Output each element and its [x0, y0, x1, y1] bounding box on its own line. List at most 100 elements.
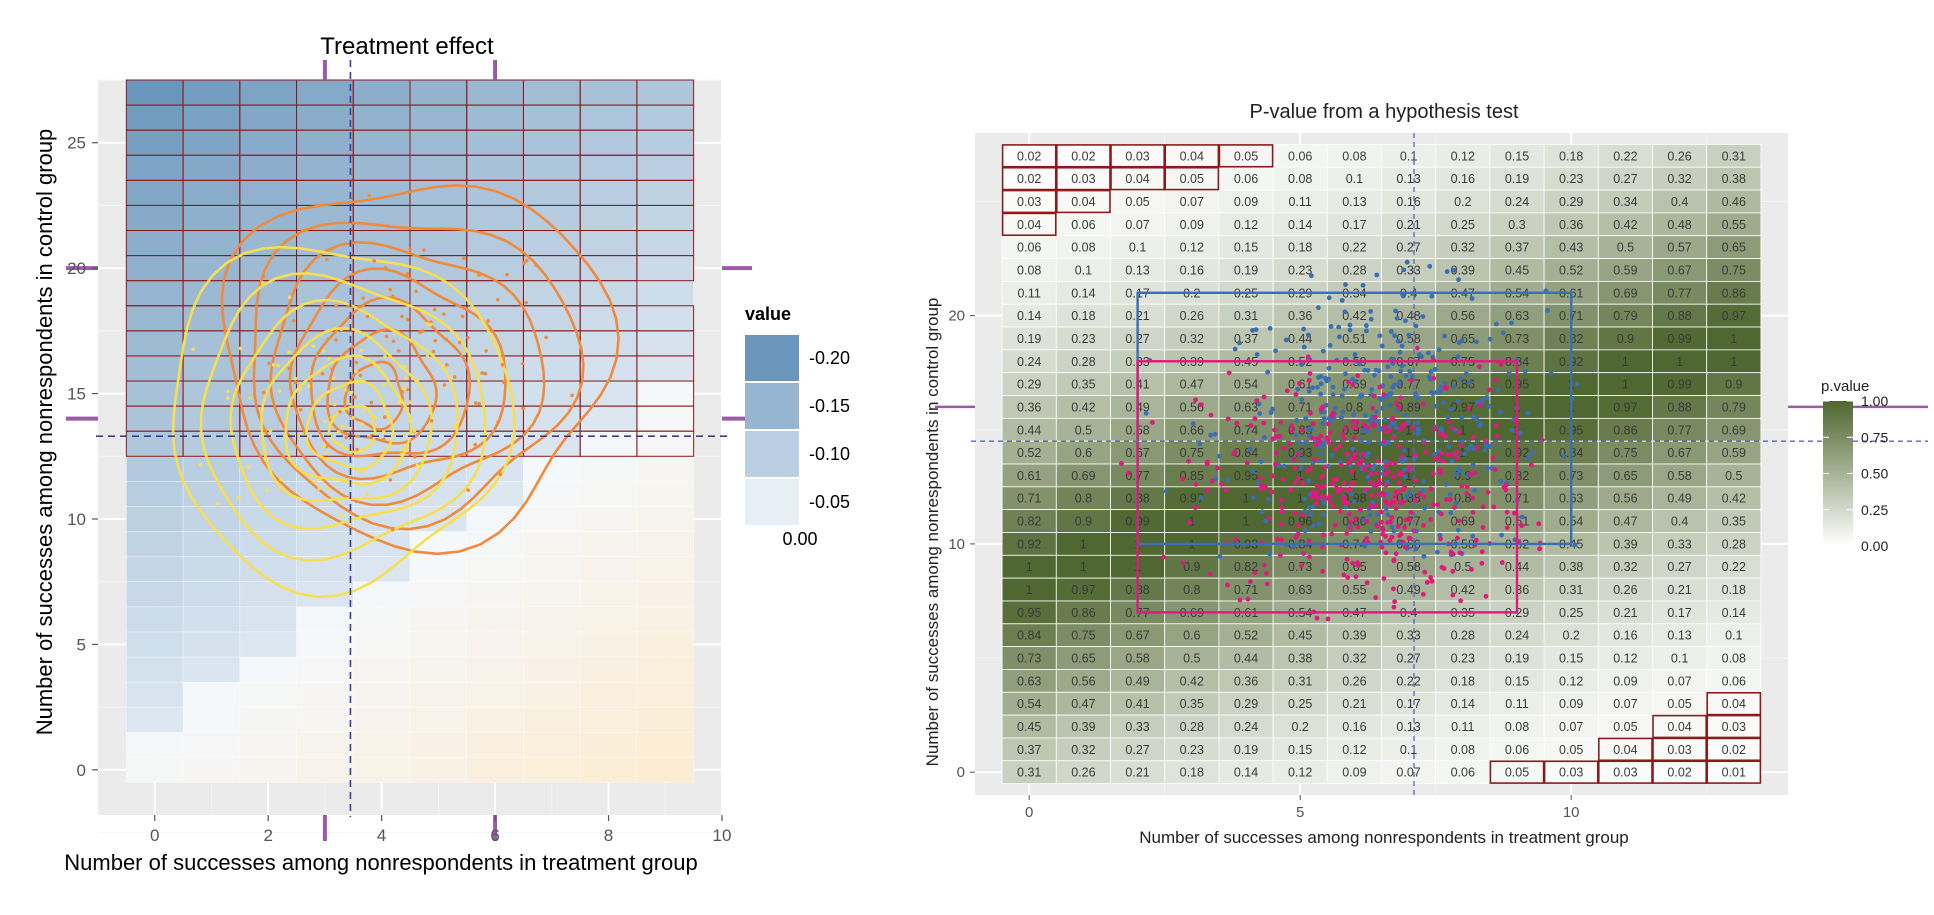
right-cell-value: 0.42 [1613, 218, 1637, 232]
right-cell-value: 0.48 [1667, 218, 1691, 232]
right-blue-point [1365, 450, 1371, 456]
left-orange-point [496, 297, 500, 302]
left-heatmap-tile [579, 656, 638, 683]
right-blue-point [1306, 478, 1312, 484]
left-orange-contour [309, 296, 472, 458]
left-orange-point [524, 300, 528, 305]
right-cell-value: 0.65 [1613, 469, 1637, 483]
right-cell-value: 0.97 [1071, 583, 1095, 597]
right-cell-value: 1 [1622, 378, 1629, 392]
left-orange-point [414, 289, 418, 294]
right-blue-point [1339, 415, 1344, 421]
left-heatmap-tile [579, 430, 638, 457]
right-legend-label: 0.25 [1861, 502, 1888, 518]
right-blue-point [1455, 398, 1461, 404]
left-heatmap-tile [579, 731, 638, 758]
right-cell-value: 0.2 [1292, 720, 1309, 734]
right-pink-point [1444, 385, 1450, 391]
right-pink-point [1450, 592, 1456, 598]
right-pink-point [1450, 452, 1456, 458]
left-heatmap-tile [126, 481, 184, 507]
right-cell-value: 0.6 [1183, 629, 1200, 643]
left-orange-point [432, 307, 437, 312]
right-cell-value: 0.14 [1234, 766, 1258, 780]
right-pink-point [1360, 451, 1366, 457]
right-pink-point [1261, 394, 1267, 400]
right-pink-point [1391, 604, 1397, 610]
right-pink-point [1342, 480, 1347, 486]
right-pink-point [1297, 380, 1302, 386]
left-heatmap-tile [523, 230, 581, 256]
right-blue-point [1395, 338, 1401, 344]
left-heatmap-tile [409, 556, 468, 583]
right-blue-point [1419, 354, 1424, 360]
left-heatmap-tile [296, 706, 354, 733]
right-cell-value: 0.03 [1071, 172, 1095, 186]
right-pink-point [1383, 463, 1388, 469]
right-boxed-cell [1706, 691, 1762, 716]
right-cell-value: 0.56 [1180, 400, 1204, 414]
left-orange-point [261, 274, 266, 279]
left-yellow-point [236, 496, 241, 500]
left-chart: 0 2 4 6 8 10 0 5 10 15 20 25 -0.20 -0.15 -0.10 -0.05 0.0… [66, 60, 850, 845]
left-heatmap-tile [579, 757, 638, 783]
left-heatmap-tile [523, 430, 581, 457]
left-heatmap-tile [239, 681, 297, 708]
right-blue-point [1321, 416, 1327, 422]
left-heatmap-tile [636, 255, 694, 281]
left-chart-title: Treatment effect [320, 33, 494, 60]
left-heatmap-tile [636, 129, 694, 156]
right-cell-value: 0.26 [1342, 674, 1366, 688]
left-orange-point [396, 349, 401, 353]
right-blue-point [1383, 506, 1389, 511]
right-cell-value: 0.99 [1667, 332, 1691, 346]
right-blue-point [1339, 297, 1345, 303]
left-orange-point [320, 371, 325, 376]
right-blue-point [1327, 342, 1333, 348]
right-pink-point [1296, 475, 1301, 481]
left-legend-label: -0.10 [809, 444, 850, 464]
left-yellow-point [238, 346, 243, 350]
right-cell-value: 0.46 [1722, 195, 1746, 209]
left-heatmap-tile [466, 230, 524, 256]
right-blue-point [1322, 500, 1327, 506]
right-blue-point [1545, 308, 1550, 313]
right-pink-point [1440, 458, 1446, 464]
right-pink-point [1368, 471, 1374, 477]
right-cell-value: 0.18 [1451, 674, 1475, 688]
right-cell-value: 0.73 [1505, 332, 1529, 346]
right-pink-point [1269, 489, 1275, 495]
right-blue-point [1401, 448, 1407, 454]
right-blue-point [1494, 321, 1499, 327]
right-pink-point [1396, 405, 1402, 410]
left-heatmap-tile [579, 305, 638, 332]
left-heatmap-tile [182, 631, 241, 658]
right-cell-value: 0.12 [1180, 241, 1204, 255]
right-blue-point [1561, 454, 1567, 460]
right-pink-point [1312, 457, 1318, 463]
right-blue-point [1402, 467, 1408, 472]
left-heatmap-tile [636, 731, 694, 758]
right-pink-point [1296, 522, 1302, 528]
right-cell-value: 0.86 [1613, 423, 1637, 437]
right-blue-point [1306, 427, 1312, 433]
right-blue-point [1306, 505, 1312, 511]
left-yellow-point [318, 477, 322, 482]
right-blue-point [1391, 420, 1397, 426]
right-pink-point [1494, 433, 1500, 439]
right-boxed-cell [1489, 760, 1545, 784]
right-pink-point [1293, 534, 1299, 540]
right-cell-value: 0.5 [1617, 241, 1634, 255]
right-blue-point [1449, 406, 1455, 412]
right-pink-point [1399, 470, 1405, 476]
right-cell-value: 0.56 [1613, 492, 1637, 506]
right-pink-point [1161, 554, 1167, 560]
right-blue-point [1483, 442, 1489, 448]
right-blue-point [1341, 386, 1347, 392]
left-heatmap-tile [579, 79, 638, 106]
right-blue-point [1365, 474, 1371, 480]
right-legend-title: p.value [1821, 378, 1869, 395]
left-yellow-point [339, 513, 344, 518]
right-pink-point [1366, 463, 1372, 468]
right-pink-point [1362, 422, 1367, 428]
